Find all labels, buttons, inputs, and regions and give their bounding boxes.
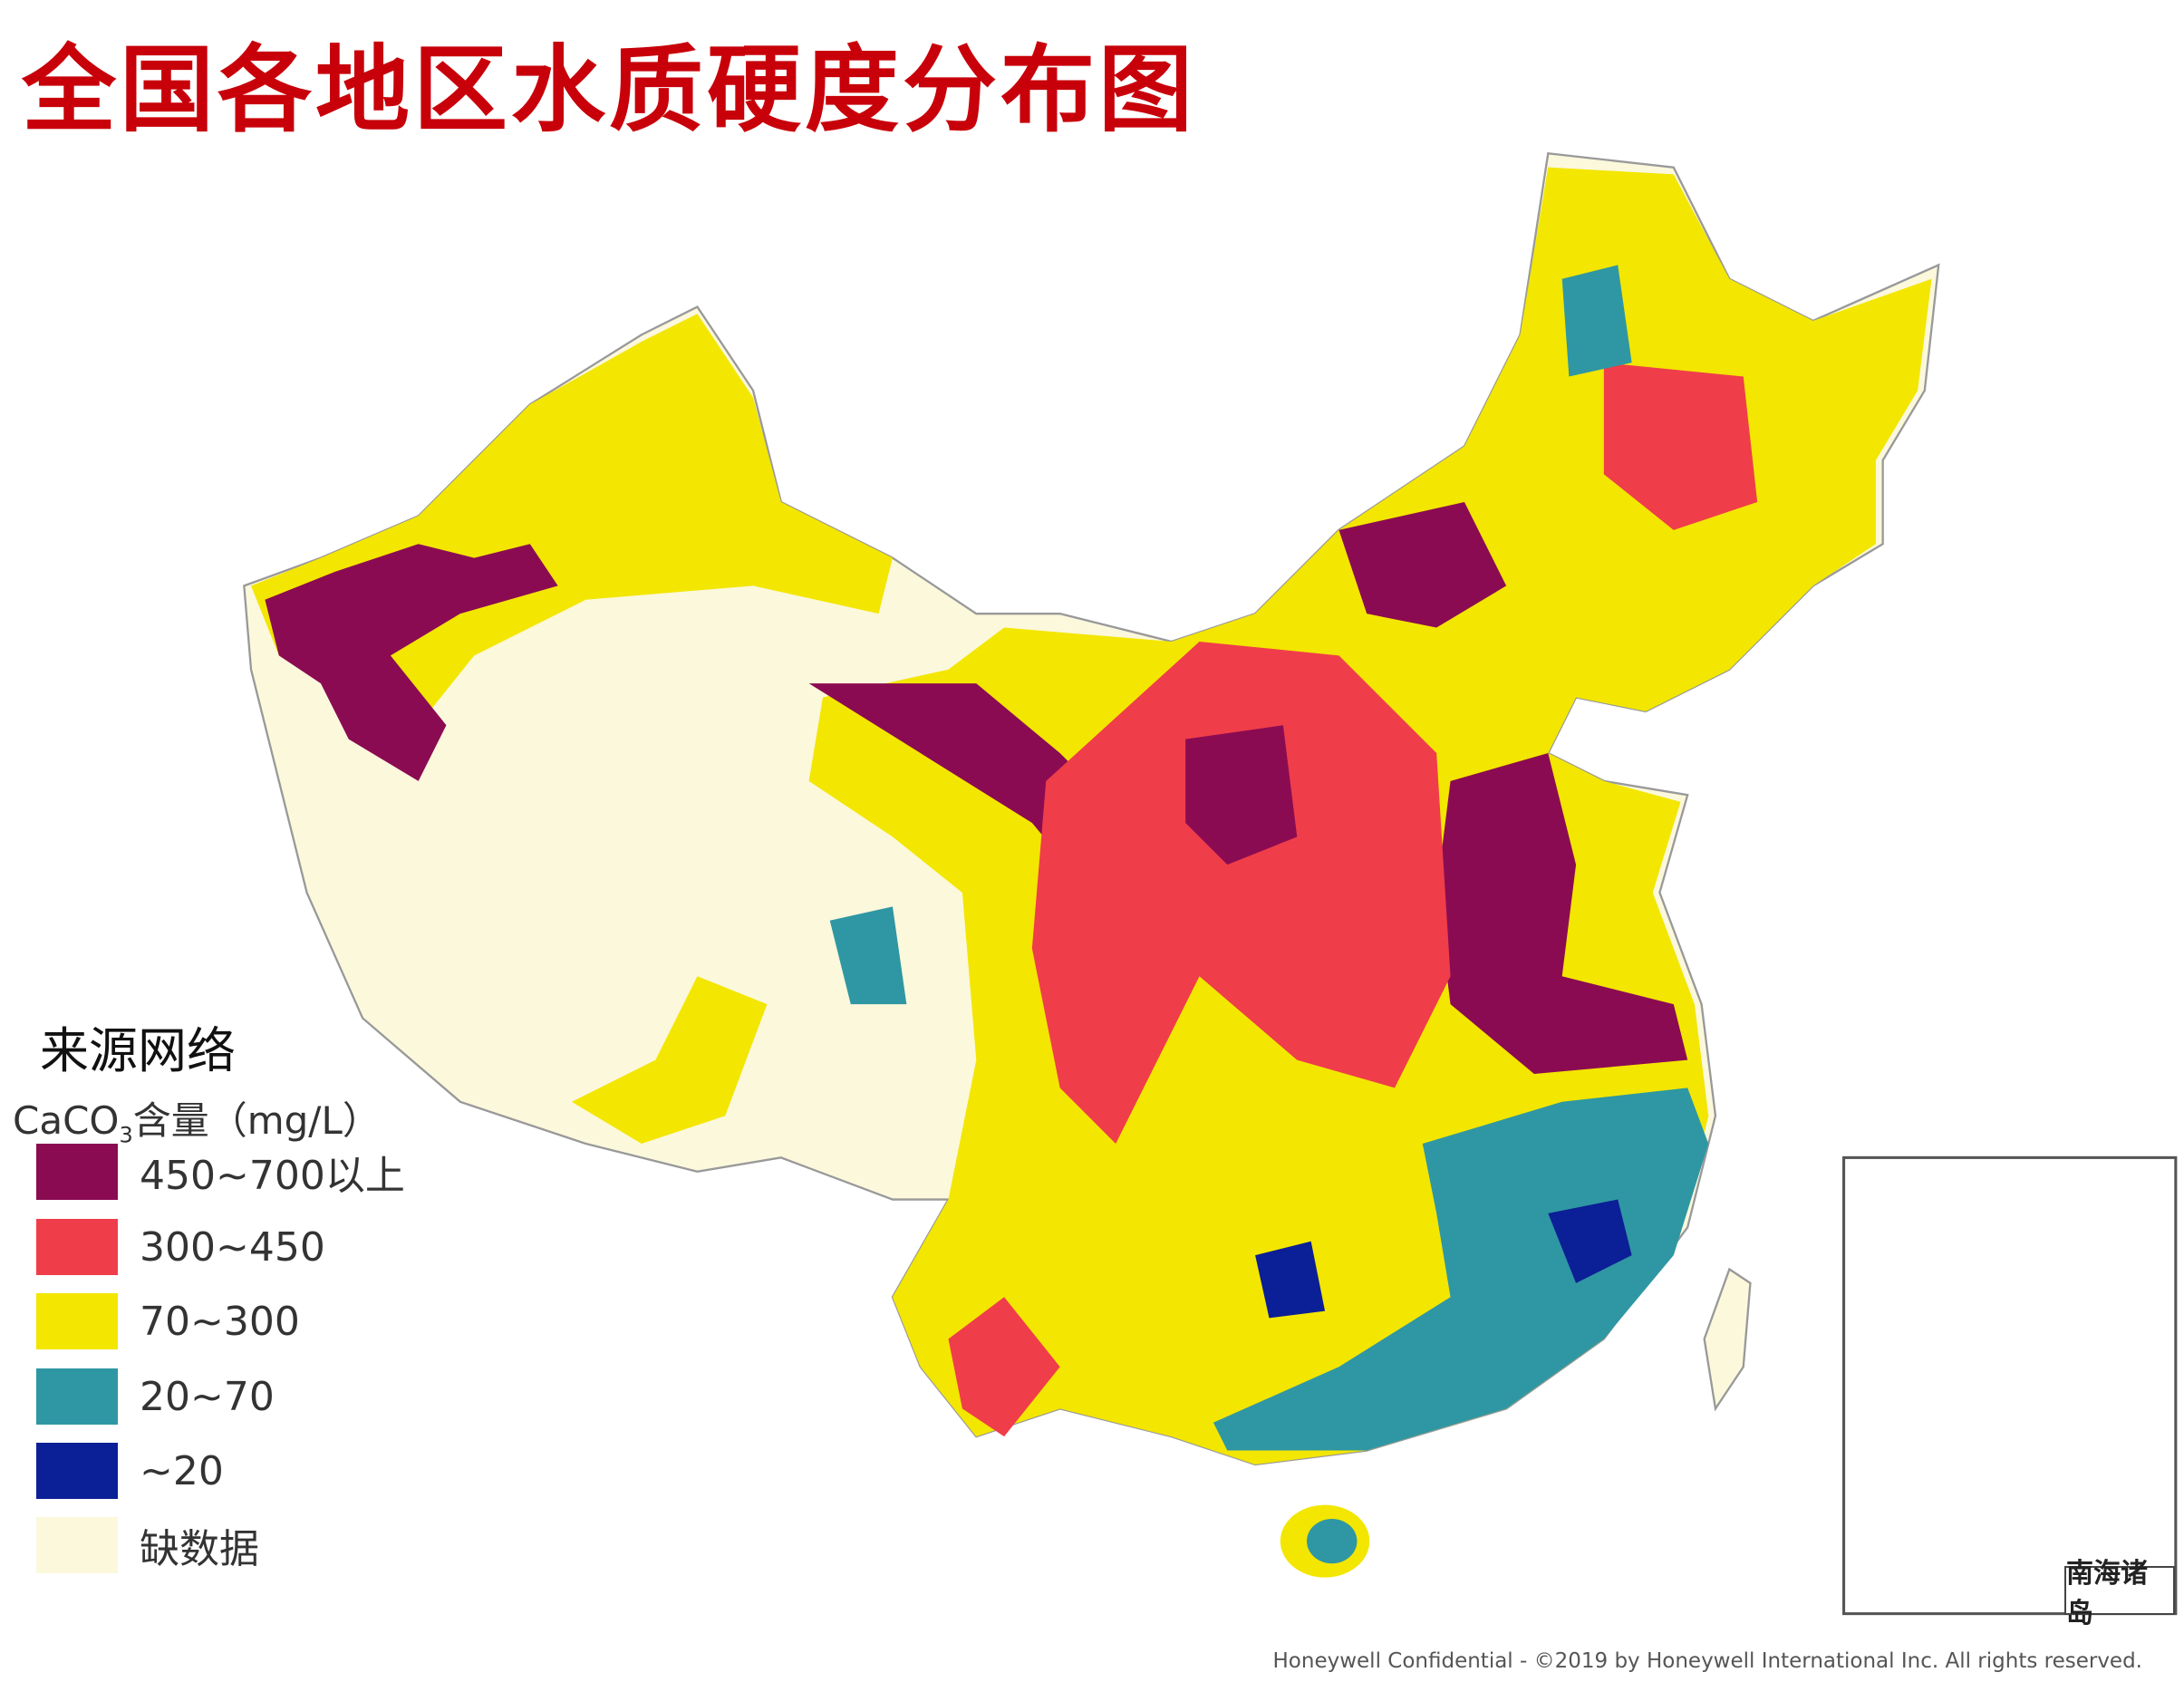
legend-label: 20~70 [140, 1373, 275, 1420]
legend-item: 70~300 [36, 1293, 300, 1349]
legend-swatch [36, 1293, 118, 1349]
legend-swatch [36, 1517, 118, 1573]
region-red-ne [1603, 362, 1758, 530]
region-blue-s [1255, 1241, 1326, 1319]
taiwan [1703, 1267, 1752, 1412]
legend-swatch [36, 1368, 118, 1425]
legend-item: 300~450 [36, 1219, 325, 1275]
legend-title-main: CaCO [13, 1098, 120, 1143]
region-purple-e [1436, 753, 1688, 1075]
region-teal-w [829, 906, 907, 1005]
hainan-teal [1307, 1518, 1358, 1564]
legend-item: 20~70 [36, 1368, 275, 1425]
legend-label: 缺数据 [140, 1526, 259, 1572]
legend-label: 300~450 [140, 1223, 325, 1271]
inset-box [1842, 1155, 2178, 1616]
inset-label: 南海诸岛 [2064, 1558, 2175, 1629]
legend-title: CaCO3含量（mg/L） [13, 1090, 381, 1147]
legend-label: ~20 [140, 1447, 224, 1494]
region-blue-se [1548, 1199, 1632, 1283]
footer: Honeywell Confidential - ©2019 by Honeyw… [1272, 1649, 2142, 1673]
legend-title-sub: 3 [119, 1122, 133, 1148]
legend-item: 450~700以上 [36, 1144, 405, 1200]
title: 全国各地区水质硬度分布图 [22, 34, 1197, 145]
region-yellow-tibet [571, 976, 768, 1144]
legend-label: 450~700以上 [140, 1153, 405, 1199]
region-purple-ne [1338, 502, 1507, 628]
region-teal-ne [1561, 265, 1632, 377]
legend-label: 70~300 [140, 1298, 300, 1345]
legend-title-rest: 含量（mg/L） [132, 1098, 381, 1143]
legend-swatch [36, 1144, 118, 1200]
region-red-sw [948, 1297, 1060, 1437]
source: 来源网络 [40, 1022, 236, 1079]
region-red-c [1031, 641, 1451, 1144]
region-purple-nw [265, 544, 558, 781]
region-purple-c [1185, 725, 1298, 865]
region-teal-se [1213, 1088, 1709, 1451]
legend-swatch [36, 1443, 118, 1499]
legend-swatch [36, 1219, 118, 1275]
legend-item: 缺数据 [36, 1517, 259, 1573]
legend-item: ~20 [36, 1443, 224, 1499]
